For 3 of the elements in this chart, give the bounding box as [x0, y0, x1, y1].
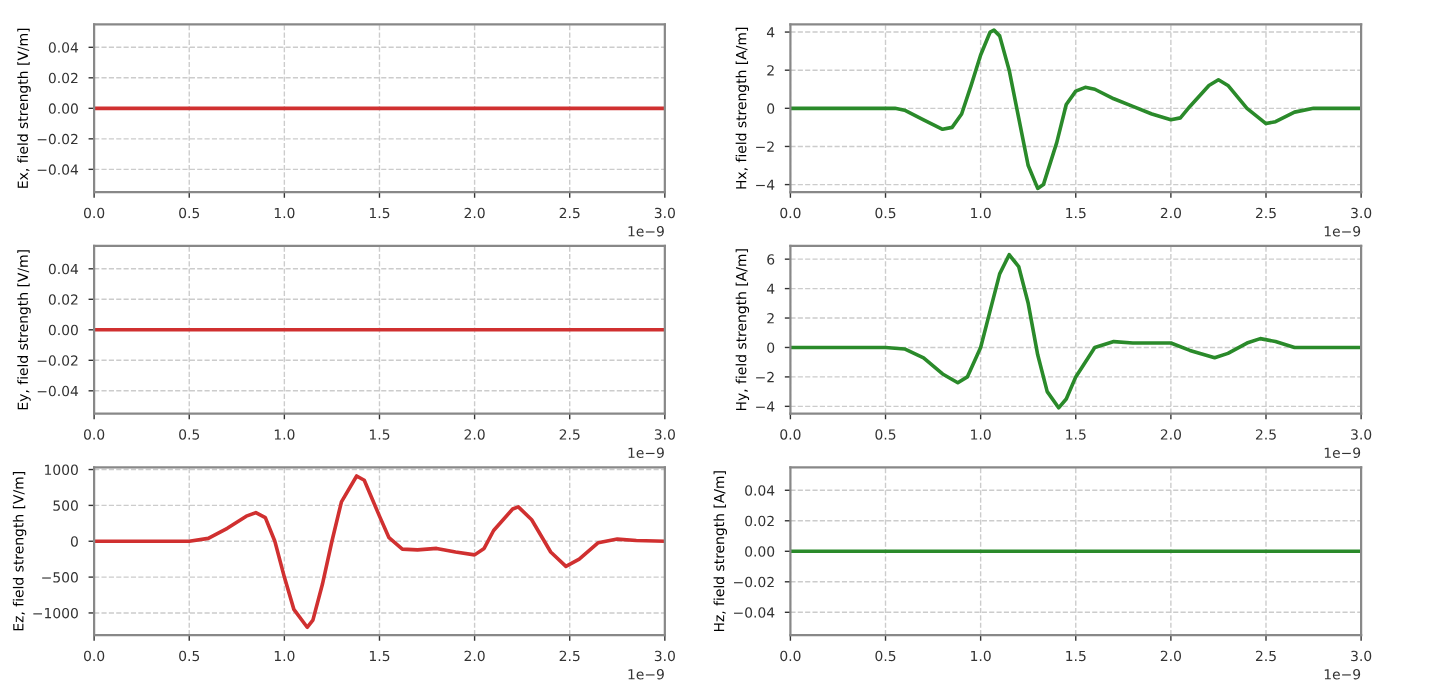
line-series [790, 28, 1362, 191]
line-series [790, 252, 1362, 410]
line-series [94, 474, 665, 630]
